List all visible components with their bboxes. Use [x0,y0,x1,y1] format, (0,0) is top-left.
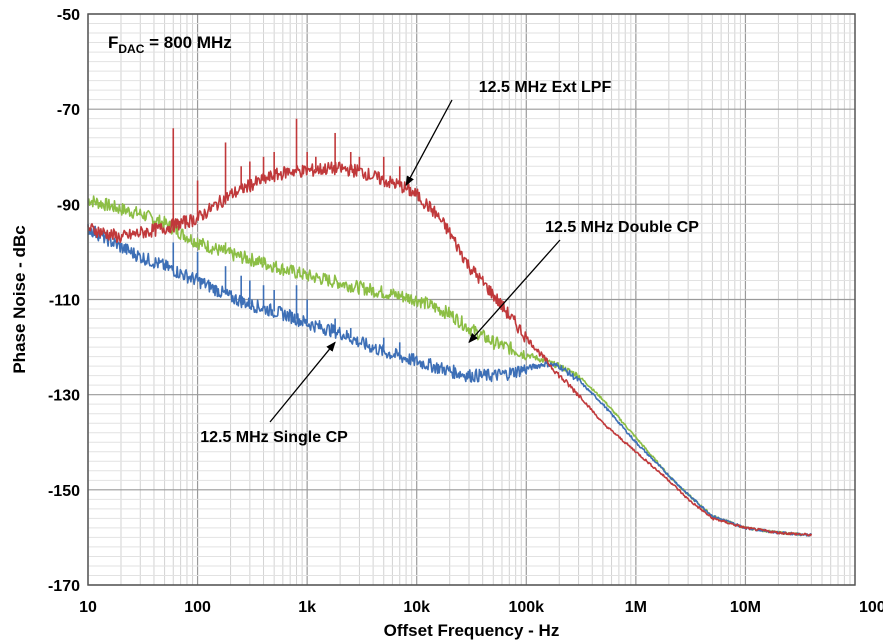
grid [87,13,855,586]
x-tick-label: 100k [508,599,544,616]
x-tick-label: 10 [79,599,97,616]
x-tick-label: 100M [859,599,883,616]
y-tick-label: -90 [57,197,80,214]
x-tick-label: 10k [403,599,430,616]
x-tick-labels: 10 100 1k 10k 100k 1M 10M 100M [79,599,883,616]
x-axis-title: Offset Frequency - Hz [384,621,560,640]
fdac-note: FDAC = 800 MHz [108,33,232,56]
fdac-rest: = 800 MHz [144,33,231,52]
y-axis-title: Phase Noise - dBc [10,225,29,373]
y-tick-label: -130 [48,388,80,405]
y-tick-label: -50 [57,7,80,24]
y-tick-label: -70 [57,102,80,119]
annotation-label: 12.5 MHz Double CP [545,219,699,236]
annotation-label: 12.5 MHz Single CP [200,429,348,446]
fdac-subscript: DAC [118,42,144,56]
x-tick-label: 100 [184,599,211,616]
annotations: 12.5 MHz Ext LPF 12.5 MHz Double CP 12.5 M… [200,79,699,446]
series-line [87,224,812,537]
plot-frame [87,13,856,586]
series-12-5-mhz-ext-lpf [87,118,813,537]
x-tick-label: 10M [730,599,761,616]
y-tick-label: -170 [48,578,80,595]
annotation-arrow [468,239,561,344]
series-line [87,161,813,537]
annotation-label: 12.5 MHz Ext LPF [479,79,612,96]
y-tick-label: -150 [48,483,80,500]
series-layer [87,118,813,537]
y-tick-labels: -50 -70 -90 -110 -130 -150 -170 [48,7,80,595]
annotation-arrow [269,341,336,423]
x-tick-label: 1k [298,599,316,616]
annotation-arrow [405,99,453,187]
series-12-5-mhz-single-cp [87,224,812,537]
y-tick-label: -110 [49,293,80,310]
fdac-main: F [108,33,118,52]
x-tick-label: 1M [625,599,647,616]
